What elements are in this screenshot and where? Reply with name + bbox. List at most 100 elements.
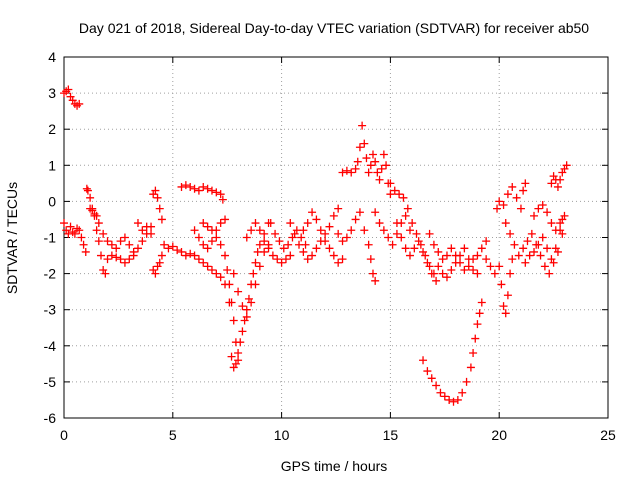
data-point <box>186 249 195 258</box>
data-point <box>405 226 414 235</box>
data-point <box>312 244 321 253</box>
data-point <box>499 201 508 210</box>
data-point <box>120 233 129 242</box>
data-point <box>501 309 510 318</box>
data-point <box>397 233 406 242</box>
data-point <box>338 255 347 264</box>
data-point <box>116 237 125 246</box>
data-point <box>469 265 478 274</box>
data-point <box>329 251 338 260</box>
data-point <box>473 269 482 278</box>
data-point <box>151 186 160 195</box>
data-point <box>101 269 110 278</box>
data-point <box>519 244 528 253</box>
data-point <box>133 219 142 228</box>
data-point <box>338 168 347 177</box>
data-point <box>199 219 208 228</box>
data-point <box>199 182 208 191</box>
data-point <box>120 258 129 267</box>
data-point <box>212 269 221 278</box>
data-point <box>207 237 216 246</box>
data-point <box>525 251 534 260</box>
data-point <box>334 229 343 238</box>
data-point <box>157 251 166 260</box>
data-point <box>273 255 282 264</box>
data-point <box>229 316 238 325</box>
data-point <box>499 302 508 311</box>
data-point <box>242 305 251 314</box>
data-point <box>290 229 299 238</box>
data-point <box>401 244 410 253</box>
data-point <box>255 240 264 249</box>
x-tick-label: 20 <box>491 427 507 443</box>
data-point <box>181 181 190 190</box>
data-point <box>83 186 92 195</box>
data-point <box>173 246 182 255</box>
data-point <box>133 244 142 253</box>
data-point <box>234 349 243 358</box>
data-point <box>234 287 243 296</box>
data-point <box>216 273 225 282</box>
data-point <box>371 157 380 166</box>
data-point <box>408 219 417 228</box>
data-point <box>543 208 552 217</box>
data-point <box>414 237 423 246</box>
data-point <box>81 247 90 256</box>
data-point <box>519 186 528 195</box>
data-point <box>360 139 369 148</box>
data-point <box>64 85 73 94</box>
data-point <box>212 233 221 242</box>
data-point <box>221 215 230 224</box>
data-point <box>521 258 530 267</box>
data-point <box>271 229 280 238</box>
data-point <box>334 258 343 267</box>
data-point <box>353 157 362 166</box>
data-point <box>473 251 482 260</box>
chart-title: Day 021 of 2018, Sidereal Day-to-day VTE… <box>79 20 589 36</box>
data-point <box>382 161 391 170</box>
data-point <box>360 226 369 235</box>
data-point <box>482 237 491 246</box>
data-point <box>453 395 462 404</box>
y-tick-label: -4 <box>44 338 57 354</box>
data-point <box>436 388 445 397</box>
data-point <box>495 197 504 206</box>
data-point <box>503 291 512 300</box>
data-point <box>368 150 377 159</box>
data-point <box>486 262 495 271</box>
data-point <box>216 190 225 199</box>
data-point <box>342 233 351 242</box>
data-point <box>103 255 112 264</box>
data-point <box>362 154 371 163</box>
data-point <box>299 226 308 235</box>
data-point <box>510 240 519 249</box>
data-point <box>560 211 569 220</box>
data-point <box>286 219 295 228</box>
data-point <box>368 269 377 278</box>
data-point <box>375 219 384 228</box>
data-point <box>545 269 554 278</box>
data-point <box>456 251 465 260</box>
data-point <box>503 190 512 199</box>
data-point <box>371 276 380 285</box>
data-point <box>157 215 166 224</box>
data-point <box>207 265 216 274</box>
data-point <box>236 338 245 347</box>
data-point <box>373 168 382 177</box>
data-point <box>312 215 321 224</box>
data-point <box>442 273 451 282</box>
data-point <box>423 258 432 267</box>
y-tick-label: -6 <box>44 410 57 426</box>
data-point <box>242 312 251 321</box>
data-point <box>295 240 304 249</box>
data-point <box>94 237 103 246</box>
data-point <box>432 276 441 285</box>
data-point <box>268 251 277 260</box>
data-point <box>199 258 208 267</box>
data-point <box>473 320 482 329</box>
data-point <box>438 269 447 278</box>
data-point <box>556 175 565 184</box>
data-point <box>264 244 273 253</box>
data-point <box>527 229 536 238</box>
data-point <box>432 381 441 390</box>
